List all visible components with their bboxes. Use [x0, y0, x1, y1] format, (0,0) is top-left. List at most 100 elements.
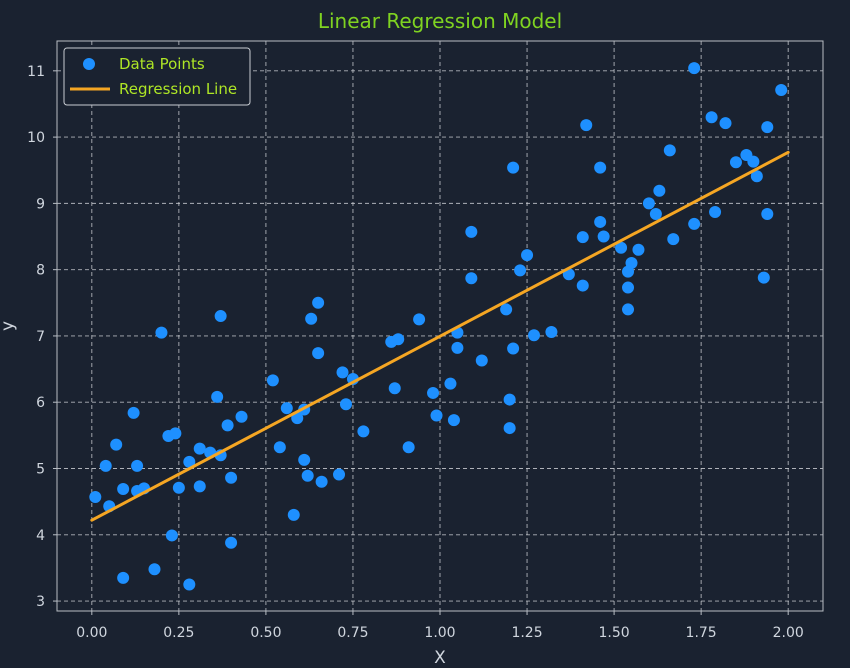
data-point	[709, 206, 722, 218]
data-point	[225, 471, 238, 484]
data-point	[451, 341, 464, 354]
data-point	[576, 279, 589, 292]
regression-line-series	[90, 150, 790, 522]
data-point	[211, 390, 224, 403]
data-point	[388, 382, 401, 395]
data-point	[305, 312, 318, 325]
data-point	[475, 354, 488, 367]
legend: Data Points Regression Line	[63, 47, 251, 106]
data-point	[427, 386, 440, 399]
x-tick-label: 2.00	[773, 625, 804, 641]
y-axis-ticks: 3 4 5 6 7 8 9 10 11	[27, 64, 57, 610]
data-point	[89, 491, 102, 503]
data-point	[747, 155, 760, 168]
data-point	[761, 207, 774, 220]
data-point	[663, 144, 676, 157]
data-point	[576, 231, 589, 244]
data-point	[312, 347, 325, 360]
y-tick-label: 4	[36, 528, 45, 544]
data-point	[705, 111, 718, 124]
data-point	[99, 459, 112, 472]
data-point	[719, 117, 732, 130]
data-point	[357, 425, 370, 438]
data-point	[625, 257, 638, 270]
grid-lines	[57, 41, 823, 611]
y-axis-label: y	[0, 321, 18, 331]
data-point	[447, 414, 460, 427]
data-point	[402, 441, 415, 454]
data-point	[336, 366, 349, 379]
legend-marker-data-points	[83, 58, 95, 70]
data-point	[287, 508, 300, 521]
data-point	[413, 313, 426, 326]
data-point	[521, 249, 534, 262]
data-point	[514, 264, 527, 277]
y-tick-label: 9	[36, 196, 45, 212]
data-point	[632, 243, 645, 256]
data-point	[500, 303, 513, 316]
data-point	[165, 529, 178, 542]
x-tick-label: 1.00	[424, 625, 455, 641]
data-point	[622, 303, 635, 316]
data-point	[183, 455, 196, 468]
data-point	[333, 468, 346, 481]
y-tick-label: 3	[36, 594, 45, 610]
data-point	[615, 241, 628, 254]
data-point	[597, 230, 610, 243]
data-point	[169, 427, 182, 440]
data-point	[622, 281, 635, 294]
data-point	[649, 207, 662, 220]
data-point	[110, 438, 123, 451]
data-point	[225, 536, 238, 549]
legend-label-regression-line: Regression Line	[119, 80, 237, 98]
x-tick-label: 1.75	[686, 625, 717, 641]
data-point	[503, 422, 516, 435]
x-tick-label: 0.25	[163, 625, 194, 641]
data-point	[131, 459, 144, 472]
data-point	[172, 481, 185, 494]
y-tick-label: 8	[36, 263, 45, 279]
data-point	[545, 325, 558, 338]
data-point	[465, 225, 478, 238]
data-point	[757, 271, 770, 284]
data-point	[312, 296, 325, 309]
data-point	[235, 410, 248, 423]
data-point	[594, 215, 607, 228]
data-point	[214, 310, 227, 323]
data-point	[392, 333, 405, 346]
data-point	[642, 197, 655, 210]
data-point	[127, 406, 140, 419]
data-point	[117, 483, 130, 496]
x-tick-label: 1.25	[511, 625, 542, 641]
x-tick-label: 1.50	[599, 625, 630, 641]
x-tick-label: 0.75	[337, 625, 368, 641]
data-point	[430, 409, 443, 422]
data-point	[750, 170, 763, 183]
data-point	[653, 184, 666, 197]
data-point	[580, 119, 593, 132]
data-point	[503, 393, 516, 406]
data-point	[193, 480, 206, 493]
data-point	[465, 272, 478, 285]
x-tick-label: 0.50	[250, 625, 281, 641]
y-tick-label: 6	[36, 395, 45, 411]
y-tick-label: 7	[36, 329, 45, 345]
chart-title: Linear Regression Model	[318, 9, 562, 33]
regression-line	[90, 150, 790, 522]
data-point	[507, 342, 520, 355]
x-axis-ticks: 0.00 0.25 0.50 0.75 1.00 1.25 1.50 1.75 2.00	[76, 611, 804, 641]
data-point	[761, 121, 774, 134]
data-point	[273, 441, 286, 454]
data-point	[291, 412, 304, 425]
data-point	[667, 233, 680, 246]
data-point	[117, 571, 130, 584]
data-point	[301, 469, 314, 482]
data-point	[221, 419, 234, 432]
data-point	[315, 475, 328, 488]
y-tick-label: 5	[36, 462, 45, 478]
legend-label-data-points: Data Points	[119, 55, 205, 73]
data-points-series	[89, 62, 788, 591]
data-point	[298, 453, 311, 466]
